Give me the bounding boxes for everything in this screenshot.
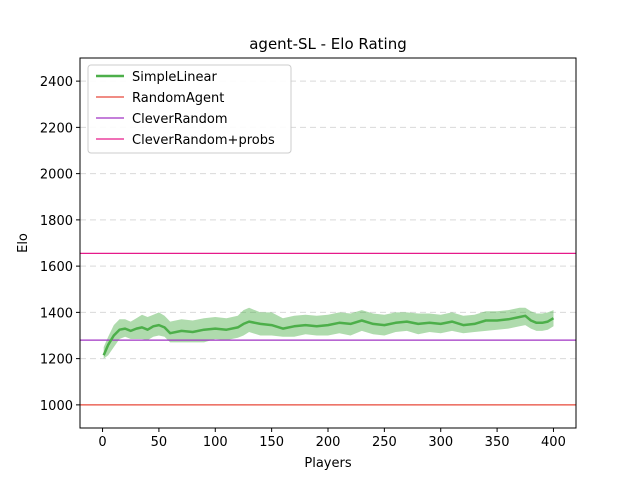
x-tick-label: 350 bbox=[485, 435, 510, 450]
x-tick-label: 200 bbox=[316, 435, 341, 450]
y-tick-label: 1400 bbox=[40, 306, 73, 321]
legend-label-cleverrandom: CleverRandom bbox=[132, 112, 228, 127]
legend-label-randomagent: RandomAgent bbox=[132, 91, 224, 106]
series-line bbox=[102, 314, 555, 356]
series-confidence-band bbox=[103, 307, 554, 359]
x-tick-label: 300 bbox=[428, 435, 453, 450]
x-tick-label: 0 bbox=[98, 435, 106, 450]
y-axis-ticks: 1000 1200 1400 1600 1800 2000 2200 2400 bbox=[40, 75, 80, 414]
x-tick-label: 150 bbox=[259, 435, 284, 450]
y-axis-label: Elo bbox=[16, 233, 31, 253]
x-tick-label: 50 bbox=[151, 435, 168, 450]
x-tick-label: 250 bbox=[372, 435, 397, 450]
legend-label-simplelinear: SimpleLinear bbox=[132, 70, 217, 85]
legend-box bbox=[87, 64, 292, 154]
legend: SimpleLinear RandomAgent CleverRandom Cl… bbox=[87, 64, 292, 154]
x-tick-label: 400 bbox=[541, 435, 566, 450]
series-layer bbox=[102, 314, 555, 356]
x-axis-ticks: 0 50 100 150 200 250 300 350 400 bbox=[98, 428, 566, 450]
y-tick-label: 1600 bbox=[40, 260, 73, 275]
y-tick-label: 1200 bbox=[40, 353, 73, 368]
band-layer bbox=[103, 307, 554, 359]
y-tick-label: 2000 bbox=[40, 168, 73, 183]
x-tick-label: 100 bbox=[203, 435, 228, 450]
chart-title: agent-SL - Elo Rating bbox=[249, 35, 407, 53]
y-tick-label: 1800 bbox=[40, 214, 73, 229]
reference-lines-layer bbox=[80, 252, 576, 406]
y-tick-label: 2200 bbox=[40, 121, 73, 136]
x-axis-label: Players bbox=[304, 456, 351, 471]
legend-label-cleverrandom-probs: CleverRandom+probs bbox=[132, 133, 275, 148]
y-tick-label: 2400 bbox=[40, 75, 73, 90]
y-tick-label: 1000 bbox=[40, 399, 73, 414]
